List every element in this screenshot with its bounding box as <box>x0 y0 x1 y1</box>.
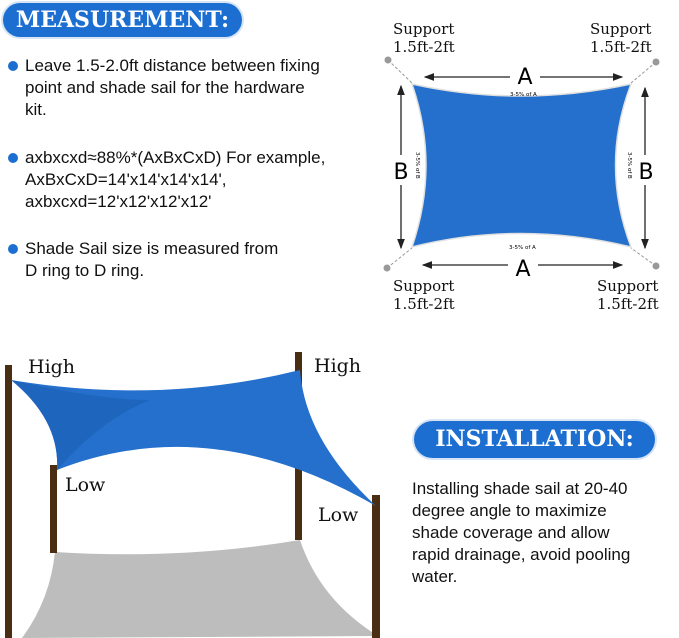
support-label-bottom-left: Support 1.5ft-2ft <box>393 277 455 313</box>
support-label-top-left: Support 1.5ft-2ft <box>393 20 455 56</box>
side-b-right: B <box>638 160 653 185</box>
bullet-text: Shade Sail size is measured from D ring … <box>25 239 279 280</box>
support-label-top-right: Support 1.5ft-2ft <box>590 20 652 56</box>
installation-badge: INSTALLATION: <box>414 421 655 458</box>
low-label-right: Low <box>318 504 359 526</box>
side-a-bottom: A <box>515 257 530 282</box>
sail-rectangle <box>410 82 633 249</box>
side-b-left: B <box>393 160 408 185</box>
support-label-bottom-right: Support 1.5ft-2ft <box>597 277 659 313</box>
low-label-left: Low <box>65 474 106 496</box>
sag-b-right: 3-5% of B <box>626 152 632 179</box>
high-label-right: High <box>314 355 362 377</box>
sag-b-left: 3-5% of B <box>414 152 420 179</box>
bullet-dot-icon <box>8 153 18 163</box>
side-a-top: A <box>517 65 532 90</box>
bullet-dot-icon <box>8 244 18 254</box>
bullet-dot-icon <box>8 61 18 71</box>
sag-a-bottom: 3-5% of A <box>509 245 536 251</box>
support-lines <box>383 56 660 272</box>
high-label-left: High <box>28 356 76 378</box>
measurement-badge: MEASUREMENT: <box>3 3 242 37</box>
sag-a-top: 3-5% of A <box>510 92 537 98</box>
bullet-text: axbxcxd≈88%*(AxBxCxD) For example, AxBxC… <box>25 148 326 211</box>
installation-text: Installing shade sail at 20-40 degree an… <box>412 479 631 586</box>
bullet-text: Leave 1.5-2.0ft distance between fixing … <box>25 56 320 119</box>
dimension-arrows <box>397 73 649 269</box>
ground-shadow <box>22 540 378 638</box>
sail-fold <box>11 380 150 470</box>
